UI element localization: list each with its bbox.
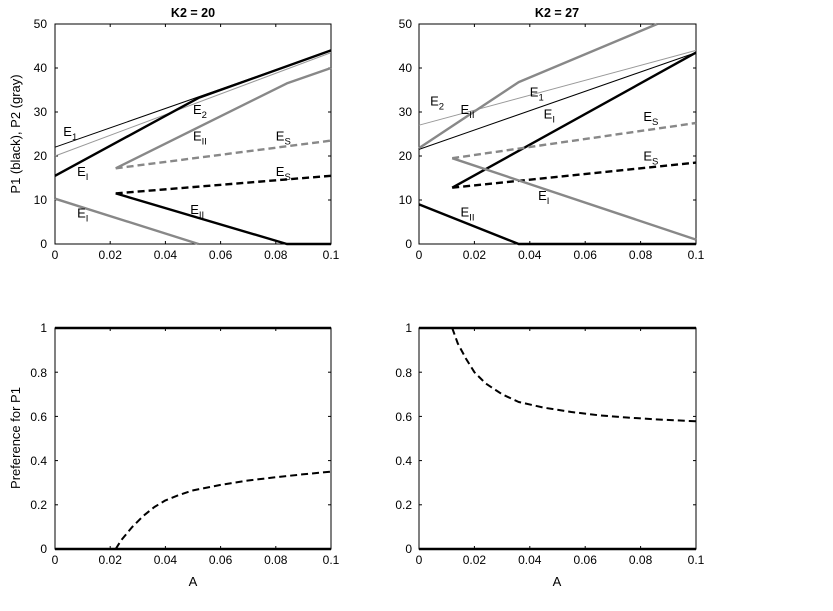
x-tick-label: 0.02: [99, 248, 123, 262]
y-tick-label: 0.2: [30, 498, 47, 512]
y-ticks: 0 0.2 0.4 0.6 0.8 1: [30, 321, 47, 556]
x-ticks: 0 0.02 0.04 0.06 0.08 0.1: [52, 248, 340, 262]
series-line-1: [418, 49, 697, 126]
x-ticks: 0 0.02 0.04 0.06 0.08 0.1: [52, 553, 340, 567]
series-line-5: [452, 121, 697, 160]
series-line-3: [114, 470, 332, 550]
panel-preference-k2-20: Preference for P1 A 0 0.2 0.4 0.6 0.8 1 …: [8, 321, 340, 589]
x-tick-label: 0.06: [574, 248, 598, 262]
y-axis-label: Preference for P1: [8, 387, 23, 489]
y-tick-label: 0.4: [30, 454, 47, 468]
y-tick-label: 0: [405, 542, 412, 556]
y-tick-label: 0.4: [395, 454, 412, 468]
y-tick-label: 0.6: [30, 410, 47, 424]
plot-frame: [54, 23, 332, 245]
x-tick-label: 0.04: [518, 553, 542, 567]
x-tick-label: 0.08: [264, 248, 288, 262]
y-tick-label: 1: [405, 321, 412, 335]
series-line-6: [452, 161, 697, 189]
y-tick-label: 40: [399, 61, 413, 75]
series-line-2: [418, 52, 697, 150]
y-tick-label: 1: [40, 321, 47, 335]
chart-title: K2 = 20: [171, 6, 215, 20]
series-group: [418, 326, 697, 551]
x-tick-label: 0: [52, 553, 59, 567]
x-tick-label: 0: [416, 248, 423, 262]
y-tick-label: 0.2: [395, 498, 412, 512]
y-tick-label: 20: [399, 149, 413, 163]
series-line-8: [54, 197, 199, 246]
series-line-2: [54, 52, 332, 157]
x-tick-label: 0.08: [629, 553, 653, 567]
x-tick-label: 0.08: [264, 553, 288, 567]
x-tick-label: 0.1: [688, 248, 705, 262]
y-tick-label: 0: [405, 237, 412, 251]
series-annotation: EI: [544, 107, 555, 126]
series-line-7: [451, 157, 697, 241]
y-tick-label: 10: [399, 193, 413, 207]
series-annotation: EI: [77, 206, 88, 225]
x-ticks: 0 0.02 0.04 0.06 0.08 0.1: [416, 248, 705, 262]
y-ticks: 0 10 20 30 40 50: [34, 17, 48, 251]
x-ticks: 0 0.02 0.04 0.06 0.08 0.1: [416, 553, 705, 567]
y-tick-label: 50: [399, 17, 413, 31]
series-annotation: EI: [538, 188, 549, 207]
x-tick-label: 0.04: [154, 248, 178, 262]
x-tick-label: 0.08: [629, 248, 653, 262]
series-line-3: [451, 327, 697, 423]
series-line-5: [115, 139, 332, 170]
series-line-3: [418, 22, 658, 150]
x-tick-label: 0.04: [518, 248, 542, 262]
series-line-3: [54, 49, 332, 177]
y-ticks: 0 10 20 30 40 50: [399, 17, 413, 251]
x-tick-label: 0.06: [209, 553, 233, 567]
chart-title: K2 = 27: [535, 6, 579, 20]
x-tick-label: 0: [52, 248, 59, 262]
x-tick-label: 0.1: [323, 553, 340, 567]
x-tick-label: 0.1: [688, 553, 705, 567]
y-tick-label: 0.8: [395, 366, 412, 380]
plot-frame: [418, 327, 697, 550]
x-tick-label: 0.04: [154, 553, 178, 567]
series-line-7: [115, 192, 331, 246]
x-tick-label: 0.06: [574, 553, 598, 567]
series-line-4: [451, 51, 697, 189]
series-annotation: EI: [77, 164, 88, 183]
y-tick-label: 30: [399, 105, 413, 119]
y-axis-label: P1 (black), P2 (gray): [8, 74, 23, 193]
series-line-6: [115, 174, 332, 195]
x-tick-label: 0.02: [99, 553, 123, 567]
panel-k2-27: K2 = 27 0 10 20 30 40 50 0 0.02 0.04 0.0…: [399, 6, 705, 262]
y-tick-label: 30: [34, 105, 48, 119]
panel-preference-k2-27: A 0 0.2 0.4 0.6 0.8 1 0 0.02 0.04 0.06 0…: [395, 321, 704, 589]
y-tick-label: 20: [34, 149, 48, 163]
x-tick-label: 0.1: [323, 248, 340, 262]
plot-frame: [54, 327, 332, 550]
y-tick-label: 0: [40, 542, 47, 556]
x-axis-label: A: [189, 574, 198, 589]
y-tick-label: 0.8: [30, 366, 47, 380]
panel-k2-20: K2 = 20 P1 (black), P2 (gray) 0 10 20 30…: [8, 6, 340, 262]
series-line-8: [418, 203, 696, 246]
x-tick-label: 0.02: [463, 553, 487, 567]
x-axis-label: A: [553, 574, 562, 589]
y-tick-label: 40: [34, 61, 48, 75]
series-group: [54, 326, 332, 551]
y-tick-label: 50: [34, 17, 48, 31]
y-ticks: 0 0.2 0.4 0.6 0.8 1: [395, 321, 412, 556]
plot-frame: [418, 23, 697, 245]
x-tick-label: 0.02: [463, 248, 487, 262]
x-tick-label: 0: [416, 553, 423, 567]
y-tick-label: 10: [34, 193, 48, 207]
series-line-4: [115, 66, 332, 170]
y-tick-label: 0.6: [395, 410, 412, 424]
x-tick-label: 0.06: [209, 248, 233, 262]
y-tick-label: 0: [40, 237, 47, 251]
